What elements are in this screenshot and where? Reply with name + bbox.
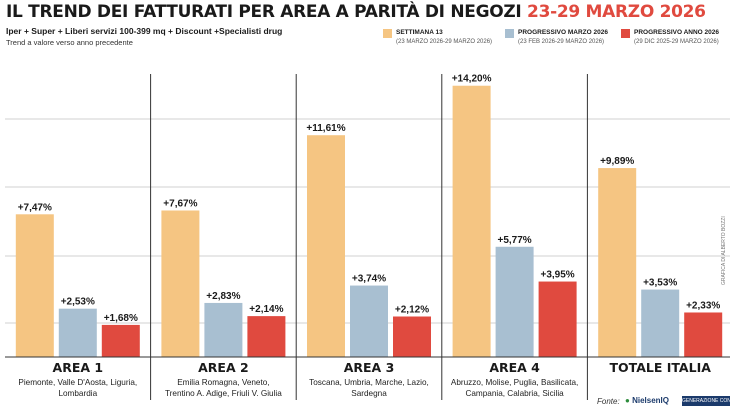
category-label: AREA 1 [53, 360, 104, 375]
data-label: +2,14% [249, 304, 283, 315]
data-label: +2,12% [395, 305, 429, 316]
data-label: +9,89% [600, 156, 634, 167]
side-credit: GRAFICA DI ALBERTO BOZZI [721, 216, 727, 285]
title-period: 23-29 MARZO 2026 [527, 2, 706, 22]
legend-name: SETTIMANA 13 [396, 29, 443, 36]
bar [101, 324, 140, 357]
chart-title: IL TREND DEI FATTURATI PER AREA A PARITÀ… [6, 2, 706, 22]
bar [58, 308, 97, 357]
data-label: +3,53% [643, 278, 677, 289]
bar [495, 246, 534, 357]
bar [598, 168, 637, 357]
category-regions: Piemonte, Valle D'Aosta, Liguria, [18, 378, 137, 387]
bar [350, 285, 388, 357]
category-regions: Campania, Calabria, Sicilia [465, 389, 564, 398]
data-label: +7,47% [18, 202, 52, 213]
legend-swatch-progressivo-anno [621, 29, 630, 38]
category-regions: Toscana, Umbria, Marche, Lazio, [309, 378, 429, 387]
chart-note: Trend a valore verso anno precedente [6, 38, 133, 47]
source-label: Fonte: [597, 397, 620, 406]
bar [161, 210, 200, 357]
category-label: TOTALE ITALIA [609, 360, 711, 375]
bar [307, 135, 345, 357]
bar [393, 316, 431, 357]
data-label: +2,53% [61, 297, 95, 308]
category-regions: Abruzzo, Molise, Puglia, Basilicata, [451, 378, 578, 387]
category-regions: Emilia Romagna, Veneto, [177, 378, 269, 387]
legend-period: (23 MARZO 2026-29 MARZO 2026) [396, 39, 493, 45]
category-regions: Sardegna [351, 389, 387, 398]
legend-swatch-progressivo-marzo [505, 29, 514, 38]
bar [247, 316, 286, 357]
data-label: +3,95% [540, 270, 574, 281]
chart-subtitle: Iper + Super + Liberi servizi 100-399 mq… [6, 26, 283, 36]
legend-period: (23 FEB 2026-29 MARZO 2026) [518, 39, 605, 45]
category-regions: Trentino A. Adige, Friuli V. Giulia [165, 389, 282, 398]
category-label: AREA 2 [198, 360, 249, 375]
data-label: +2,83% [206, 291, 240, 302]
data-label: +5,77% [497, 235, 531, 246]
bar [641, 289, 680, 357]
bar [204, 302, 243, 357]
legend-period: (29 DIC 2025-29 MARZO 2026) [634, 39, 719, 45]
title-main: IL TREND DEI FATTURATI PER AREA A PARITÀ… [6, 2, 522, 22]
nielseniq-logo: ● NielsenIQ [625, 396, 669, 405]
nielseniq-logo-text: NielsenIQ [632, 396, 669, 405]
bar [538, 281, 577, 357]
data-label: +14,20% [452, 74, 492, 85]
bar [684, 312, 723, 357]
data-label: +1,68% [104, 313, 138, 324]
bar [452, 85, 491, 358]
category-label: AREA 4 [489, 360, 540, 375]
data-label: +2,33% [686, 300, 720, 311]
legend-name: PROGRESSIVO MARZO 2026 [518, 29, 608, 36]
generazione-consumi-logo: GENERAZIONE CONSUMI [682, 396, 735, 406]
category-label: AREA 3 [344, 360, 395, 375]
category-regions: Lombardia [58, 389, 97, 398]
bar [15, 214, 54, 357]
data-label: +3,74% [352, 274, 386, 285]
data-label: +7,67% [163, 198, 197, 209]
legend-swatch-settimana [383, 29, 392, 38]
data-label: +11,61% [306, 123, 345, 134]
legend-name: PROGRESSIVO ANNO 2026 [634, 29, 720, 36]
